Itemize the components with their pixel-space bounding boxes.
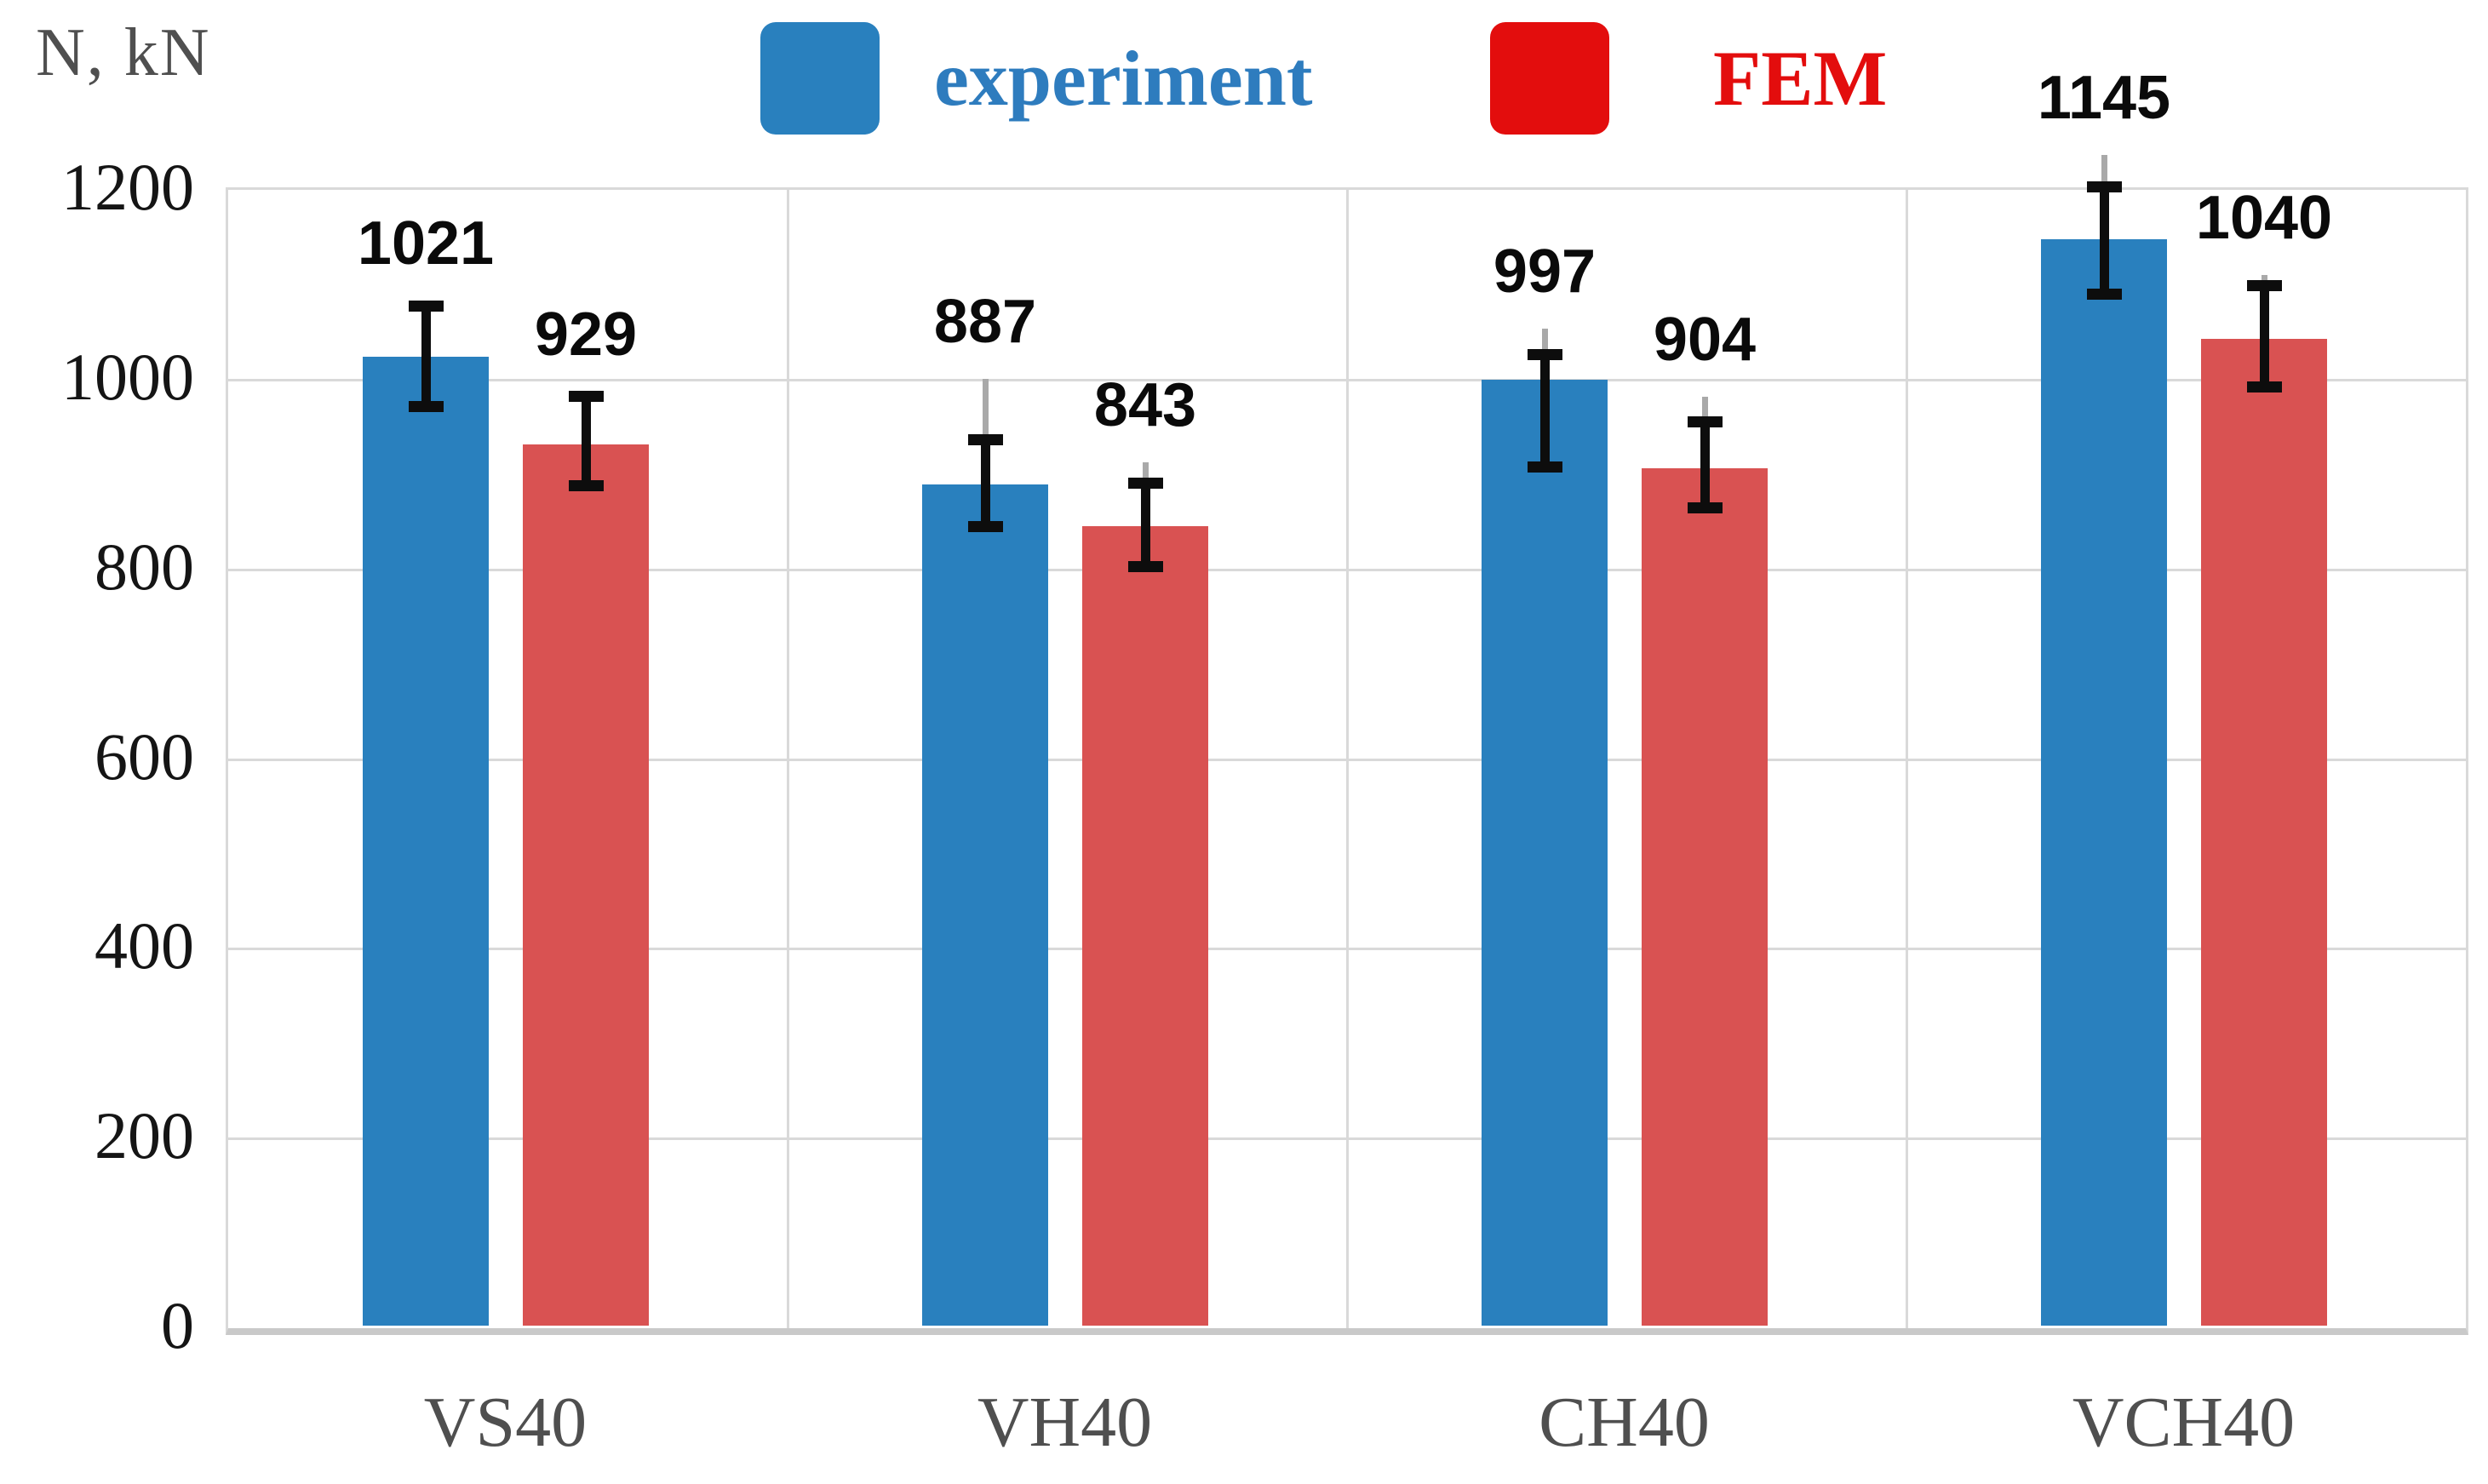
value-label-FEM-CH40: 904 (1653, 306, 1757, 375)
value-label-FEM-VH40: 843 (1093, 371, 1197, 440)
bar-experiment-VS40 (363, 357, 489, 1326)
bar-FEM-CH40 (1642, 467, 1768, 1326)
error-cap-top-experiment-CH40 (1528, 349, 1562, 361)
error-bar-FEM-VS40 (582, 396, 591, 486)
error-cap-bottom-FEM-VCH40 (2247, 381, 2282, 393)
error-cap-bottom-FEM-CH40 (1688, 501, 1723, 513)
bar-experiment-CH40 (1482, 380, 1608, 1326)
error-bar-experiment-CH40 (1540, 354, 1550, 467)
error-cap-top-FEM-VS40 (569, 391, 604, 403)
category-label-CH40: CH40 (1539, 1383, 1710, 1462)
bar-FEM-VH40 (1082, 525, 1208, 1326)
error-cap-top-experiment-VH40 (968, 434, 1003, 446)
legend-swatch-fem (1490, 22, 1609, 135)
error-cap-bottom-FEM-VH40 (1128, 560, 1163, 572)
value-label-FEM-VS40: 929 (534, 300, 638, 369)
ytick-200: 200 (95, 1098, 194, 1173)
value-label-experiment-VS40: 1021 (357, 209, 495, 278)
bar-experiment-VCH40 (2041, 239, 2167, 1326)
error-cap-bottom-experiment-VS40 (409, 401, 444, 413)
ytick-600: 600 (95, 719, 194, 794)
ytick-1000: 1000 (61, 339, 194, 414)
value-label-experiment-VH40: 887 (933, 288, 1037, 357)
error-cap-bottom-experiment-VH40 (968, 520, 1003, 532)
value-label-FEM-VCH40: 1040 (2195, 183, 2333, 252)
bar-FEM-VCH40 (2201, 339, 2327, 1326)
ytick-0: 0 (161, 1288, 194, 1362)
y-axis-unit-label: N, kN (36, 15, 211, 90)
legend-label-experiment: experiment (934, 35, 1313, 122)
ytick-400: 400 (95, 908, 194, 983)
group-separator-3 (1906, 190, 1908, 1328)
category-label-VH40: VH40 (977, 1383, 1153, 1462)
bar-FEM-VS40 (523, 444, 649, 1326)
error-cap-bottom-FEM-VS40 (569, 479, 604, 491)
error-cap-bottom-experiment-VCH40 (2087, 288, 2122, 300)
error-bar-FEM-CH40 (1700, 421, 1710, 508)
category-label-VS40: VS40 (423, 1383, 588, 1462)
value-label-experiment-CH40: 997 (1493, 238, 1597, 306)
error-cap-top-experiment-VS40 (409, 301, 444, 312)
error-bar-FEM-VH40 (1141, 482, 1150, 567)
error-cap-bottom-experiment-CH40 (1528, 461, 1562, 473)
error-cap-top-FEM-CH40 (1688, 416, 1723, 428)
category-label-VCH40: VCH40 (2072, 1383, 2296, 1462)
group-separator-2 (1346, 190, 1349, 1328)
error-bar-FEM-VCH40 (2260, 284, 2269, 388)
value-label-experiment-VCH40: 1145 (2037, 64, 2171, 133)
error-bar-experiment-VH40 (981, 439, 990, 527)
error-bar-experiment-VCH40 (2100, 186, 2109, 295)
ytick-800: 800 (95, 529, 194, 604)
legend-label-fem: FEM (1713, 35, 1888, 122)
legend-swatch-experiment (760, 22, 880, 135)
error-bar-experiment-VS40 (421, 306, 431, 408)
bar-experiment-VH40 (922, 484, 1048, 1326)
error-cap-top-FEM-VCH40 (2247, 279, 2282, 291)
ytick-1200: 1200 (61, 150, 194, 224)
error-cap-top-experiment-VCH40 (2087, 180, 2122, 192)
group-separator-1 (787, 190, 789, 1328)
error-cap-top-FEM-VH40 (1128, 477, 1163, 489)
